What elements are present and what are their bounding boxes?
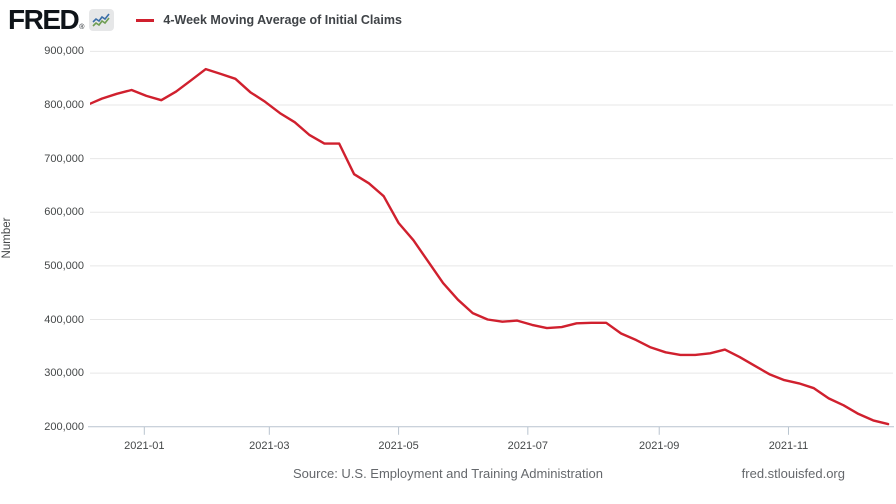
registered-trademark: ® <box>79 24 85 31</box>
y-axis-title: Number <box>1 217 13 259</box>
fred-logo-text: FRED <box>8 4 80 35</box>
y-tick-label: 500,000 <box>44 259 84 272</box>
y-tick-label: 700,000 <box>44 152 84 165</box>
series-line[interactable] <box>87 67 890 426</box>
gridlines <box>90 50 893 374</box>
y-tick-label: 600,000 <box>44 206 84 219</box>
y-tick-label: 400,000 <box>44 313 84 326</box>
chart-legend: 4-Week Moving Average of Initial Claims <box>136 13 402 27</box>
x-axis <box>88 426 894 435</box>
legend-series-label: 4-Week Moving Average of Initial Claims <box>163 13 402 27</box>
y-tick-label: 900,000 <box>44 45 84 58</box>
x-tick-label: 2021-07 <box>507 440 549 452</box>
source-note: Source: U.S. Employment and Training Adm… <box>293 466 603 481</box>
legend-line-marker <box>136 19 155 22</box>
x-tick-label: 2021-11 <box>768 440 809 452</box>
fred-sparkline-icon <box>89 9 115 31</box>
y-tick-label: 300,000 <box>44 367 84 380</box>
fred-url-link[interactable]: fred.stlouisfed.org <box>741 466 845 481</box>
x-tick-label: 2021-01 <box>124 440 165 452</box>
header: FRED ® 4-Week Moving Average of Initial … <box>8 4 402 36</box>
x-tick-label: 2021-09 <box>639 440 680 452</box>
y-tick-label: 800,000 <box>44 99 84 112</box>
fred-logo[interactable]: FRED ® <box>8 4 115 35</box>
y-tick-label: 200,000 <box>44 420 84 433</box>
x-tick-label: 2021-05 <box>378 440 419 452</box>
x-tick-label: 2021-03 <box>249 440 290 452</box>
